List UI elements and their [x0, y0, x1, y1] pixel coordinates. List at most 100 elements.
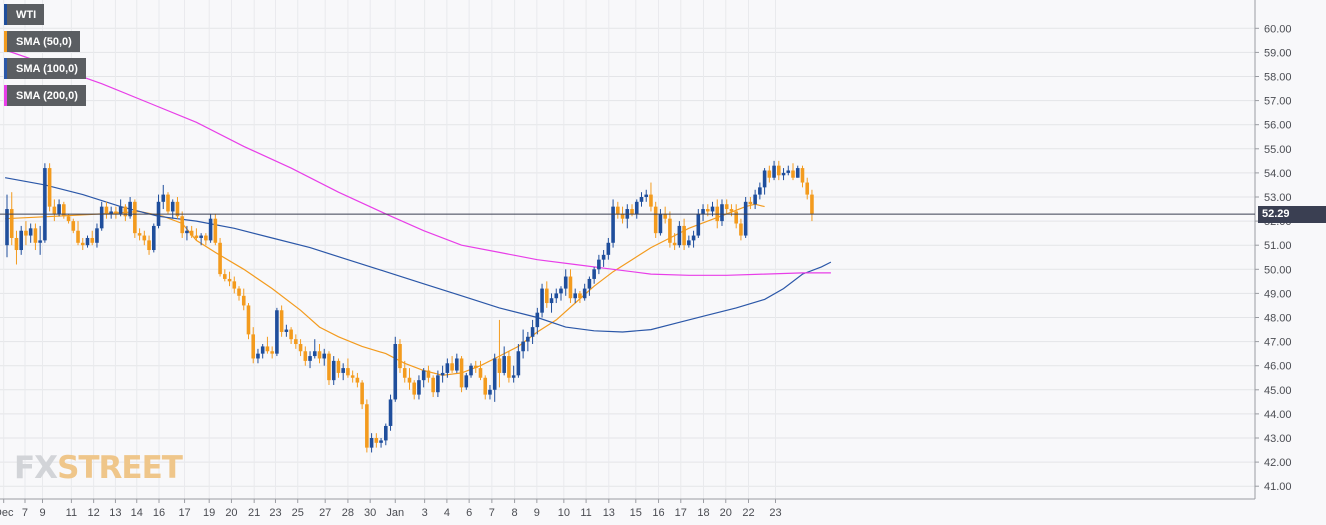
y-tick-label: 50.00 [1264, 264, 1292, 276]
candle-body [511, 375, 516, 378]
candle-body [175, 201, 180, 217]
candle-body [137, 233, 142, 236]
candle-body [43, 168, 47, 241]
candle-body [426, 370, 431, 378]
y-tick-label: 47.00 [1264, 337, 1292, 349]
y-tick-label: 44.00 [1264, 409, 1292, 421]
candle-body [265, 346, 270, 352]
candle-body [270, 351, 274, 354]
candle-body [644, 194, 649, 197]
candle-body [592, 269, 596, 279]
candle-body [483, 377, 488, 395]
candle-body [677, 225, 682, 246]
candle-body [223, 274, 227, 279]
candle-body [540, 288, 544, 313]
x-tick-label: 9 [534, 507, 540, 519]
y-tick-label: 56.00 [1264, 120, 1292, 132]
x-tick-label: 8 [512, 507, 518, 519]
candle-body [402, 368, 407, 378]
candle-body [133, 201, 137, 234]
candle-body [469, 365, 473, 376]
candle-body [800, 168, 805, 183]
candles [5, 160, 814, 453]
candle-body [777, 165, 781, 176]
candle-body [616, 206, 620, 214]
y-tick-label: 41.00 [1264, 481, 1292, 493]
x-tick-label: 7 [489, 507, 495, 519]
candle-body [682, 225, 686, 246]
plot-area [0, 0, 1255, 499]
candle-body [748, 201, 753, 205]
sma-line [4, 49, 831, 276]
candle-body [563, 276, 568, 289]
candle-body [308, 356, 312, 361]
x-tick-label: Dec [0, 507, 14, 519]
x-tick-label: 25 [292, 507, 304, 519]
x-tick-label: 19 [203, 507, 215, 519]
candle-body [535, 312, 540, 328]
candle-body [559, 288, 563, 294]
candle-body [289, 329, 293, 340]
legend-item-sma-50[interactable]: SMA (50,0) [4, 31, 80, 52]
candle-body [123, 206, 128, 217]
legend-item-sma-100[interactable]: SMA (100,0) [4, 58, 86, 79]
candle-body [696, 213, 701, 236]
x-tick-label: 13 [603, 507, 615, 519]
x-tick-label: 16 [153, 507, 165, 519]
legend-swatch [4, 4, 7, 25]
legend-item-wti[interactable]: WTI [4, 4, 45, 25]
candle-body [38, 240, 42, 243]
x-tick-label: 11 [580, 507, 591, 519]
candle-body [208, 218, 213, 241]
candle-body [601, 254, 606, 260]
x-tick-label: 20 [225, 507, 237, 519]
candle-body [412, 382, 417, 395]
candle-body [99, 206, 104, 229]
x-tick-label: 14 [131, 507, 143, 519]
x-tick-label: 4 [444, 507, 450, 519]
candle-body [743, 201, 748, 236]
candle-body [360, 382, 364, 405]
x-tick-label: 9 [39, 507, 45, 519]
candle-body [672, 242, 677, 246]
candle-body [582, 288, 587, 299]
candle-body [303, 351, 308, 361]
x-tick-label: 11 [66, 507, 77, 519]
candle-body [327, 353, 331, 381]
fxstreet-logo: FXSTREET [14, 450, 183, 486]
candle-body [791, 170, 795, 178]
candle-body [649, 194, 653, 207]
candle-body [554, 293, 559, 299]
x-tick-label: 22 [742, 507, 754, 519]
x-tick-label: 30 [364, 507, 376, 519]
y-tick-label: 59.00 [1264, 47, 1292, 59]
candle-body [753, 194, 757, 205]
candle-body [341, 368, 345, 373]
candle-body [729, 209, 734, 212]
x-tick-label: 20 [720, 507, 732, 519]
candle-body [151, 225, 156, 251]
candle-body [544, 288, 549, 304]
x-tick-label: 27 [319, 507, 331, 519]
legend-swatch [4, 31, 7, 52]
candle-body [502, 356, 506, 373]
x-tick-label: Jan [386, 507, 404, 519]
sma-line [5, 203, 765, 376]
legend-item-sma-200[interactable]: SMA (200,0) [4, 85, 86, 106]
candle-body [161, 194, 166, 202]
candle-body [507, 356, 511, 378]
candle-body [57, 204, 61, 214]
candle-body [95, 228, 99, 243]
candle-body [488, 389, 492, 395]
candle-body [166, 194, 170, 212]
candle-body [336, 360, 341, 373]
candle-body [76, 230, 80, 243]
candle-body [478, 368, 483, 378]
candle-body [350, 375, 355, 378]
candle-body [14, 237, 19, 251]
candle-body [455, 358, 459, 371]
x-tick-label: 23 [269, 507, 281, 519]
candle-body [199, 235, 203, 238]
candle-body [701, 209, 705, 214]
